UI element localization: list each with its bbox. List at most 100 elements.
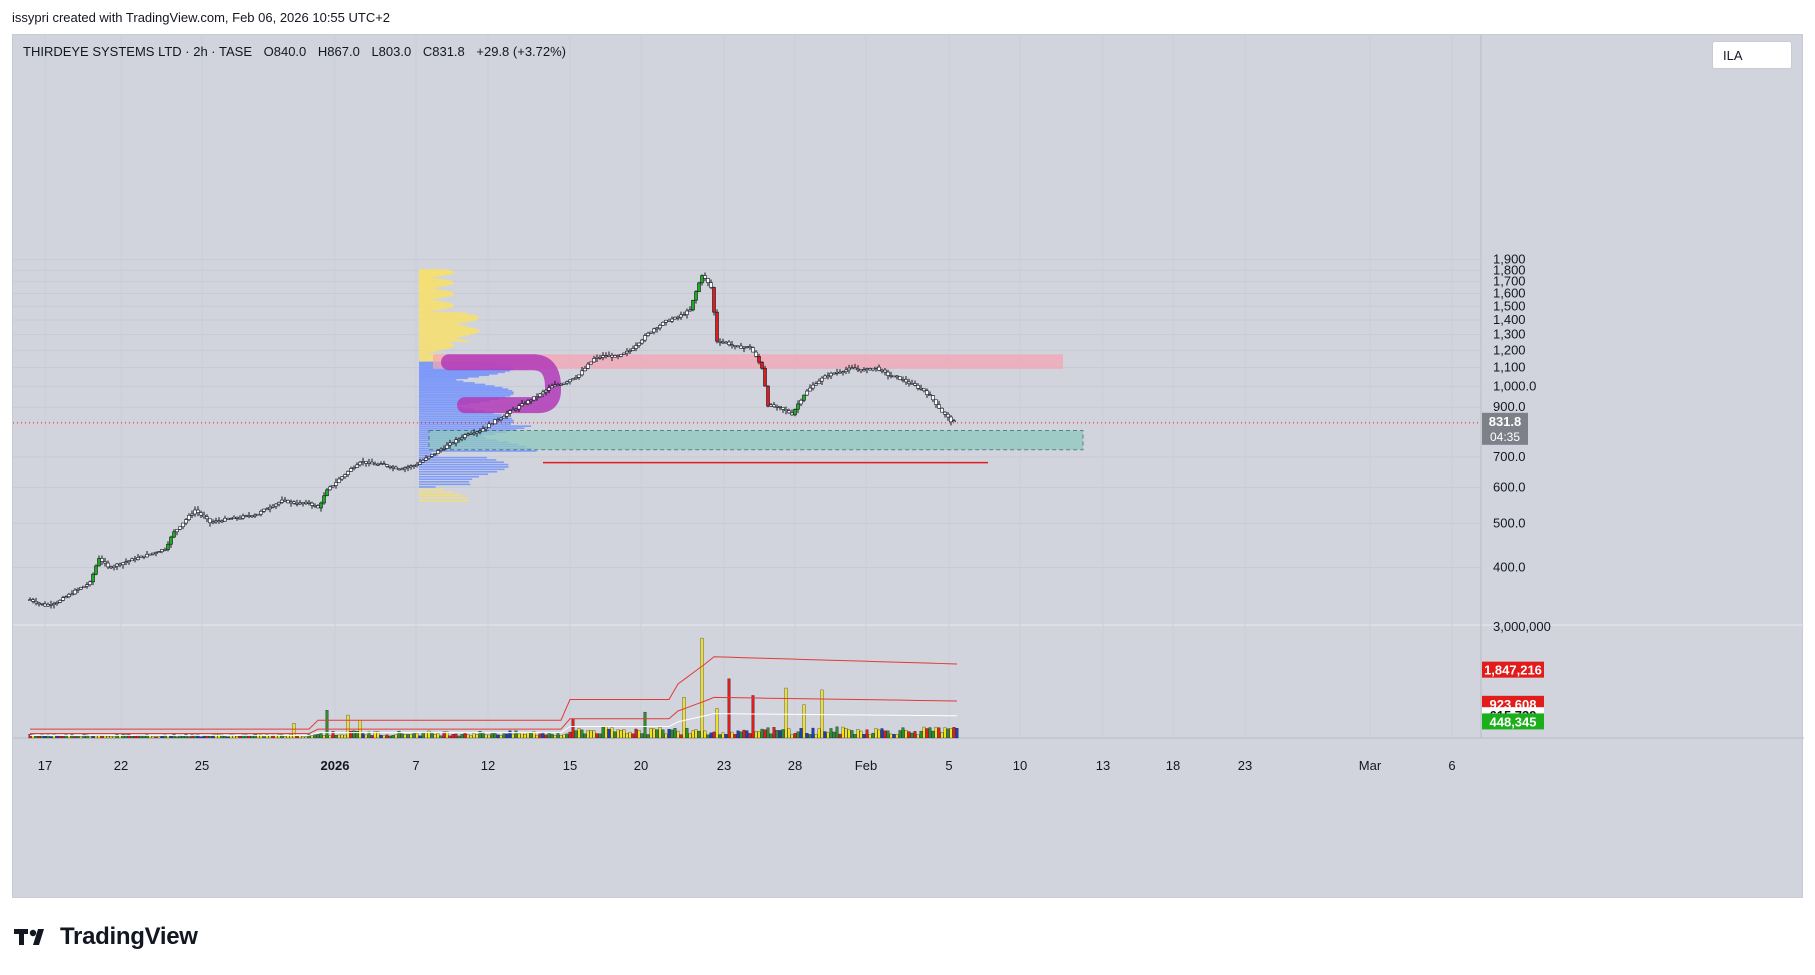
volume-profile-bar [419,335,465,337]
volume-bar [289,733,293,739]
volume-bar [877,729,881,739]
candle-body [826,375,830,378]
volume-bar [787,728,791,739]
volume-bar [886,730,890,739]
candle-body [784,409,788,411]
volume-profile-bar [419,295,450,297]
candle-body [865,368,869,370]
candle-body [358,461,362,466]
volume-bar [439,735,443,739]
candle-body [103,561,107,564]
candle-body [160,549,164,552]
candle-body [427,456,431,459]
volume-profile-bar [419,310,431,313]
volume-value-label: 448,345 [1490,714,1537,729]
volume-bar [646,734,650,739]
candle-body [208,518,212,524]
volume-profile-bar [419,294,453,296]
volume-profile-bar [419,470,498,473]
candle-body [448,442,452,446]
volume-bar [553,735,557,739]
candle-body [319,502,323,509]
volume-bar [688,733,692,739]
chart-canvas[interactable]: 400.0 500.0 600.0 700.0 900.0 1,000.0 1,100 1,2… [13,35,1804,899]
volume-bar [691,730,695,739]
candle-body [637,342,641,346]
volume-bar [571,718,575,739]
volume-bar [490,733,494,739]
candle-body [679,314,683,318]
volume-bar [631,733,635,739]
candle-body [673,316,677,320]
candle-body [520,403,524,407]
volume-bar [595,733,599,739]
volume-bar [322,735,326,739]
candle-body [352,467,356,469]
volume-bar [763,729,767,739]
volume-bar [778,730,782,739]
volume-bar [514,730,518,739]
symbol-title[interactable]: THIRDEYE SYSTEMS LTD · 2h · TASE [23,44,252,59]
chart-panel[interactable]: 400.0 500.0 600.0 700.0 900.0 1,000.0 1,100 1,2… [12,34,1804,899]
volume-bar [739,731,743,739]
volume-profile-bar [419,274,446,277]
volume-bar [766,727,770,739]
volume-bar [370,735,374,739]
volume-bar [520,732,524,739]
candle-body [880,369,884,372]
volume-bar [850,730,854,739]
volume-bar [895,734,899,739]
candle-body [550,385,554,389]
volume-bar [781,729,785,739]
volume-profile-bar [419,298,432,300]
price-tick-label: 500.0 [1493,515,1526,530]
candle-body [523,403,527,405]
volume-bar [463,733,467,739]
candle-body [346,471,350,475]
candle-body [622,352,626,355]
candle-body [364,461,368,464]
candle-body [289,501,293,504]
volume-profile-bar [419,372,498,375]
candle-body [274,503,278,507]
volume-profile-bar [419,327,476,330]
volume-bar [502,733,506,739]
volume-bar [865,729,869,739]
volume-bar [151,736,155,739]
time-tick-label: 22 [114,758,128,773]
volume-bar [559,735,563,739]
volume-bar [565,733,569,739]
candle-body [559,384,563,386]
volume-bar [700,637,704,739]
price-tick-label: 700.0 [1493,449,1526,464]
volume-bar [667,728,671,739]
candle-body [748,346,752,348]
candle-body [739,345,743,349]
candle-body [655,327,659,330]
volume-profile-bar [419,399,490,402]
volume-profile-bar [419,329,479,331]
candle-body [454,439,458,444]
volume-bar [508,730,512,739]
candle-body [898,376,902,380]
volume-bar [343,734,347,739]
candle-body [580,370,584,376]
price-tick-label: 600.0 [1493,479,1526,494]
volume-profile-bar [419,406,463,409]
candle-body [340,476,344,480]
volume-bar [64,734,68,739]
volume-bar [265,734,269,739]
candle-body [451,442,455,445]
volume-bar [244,734,248,739]
volume-profile-bar [419,491,454,494]
volume-bar [121,733,125,739]
volume-bar [529,733,533,739]
currency-button[interactable]: ILA [1712,41,1792,69]
candle-body [742,346,746,349]
volume-bar [409,734,413,739]
volume-profile-bar [419,341,450,344]
volume-bar [934,726,938,739]
volume-profile-bar [419,398,499,400]
volume-profile-bar [419,425,532,428]
volume-profile-bar [419,306,451,309]
